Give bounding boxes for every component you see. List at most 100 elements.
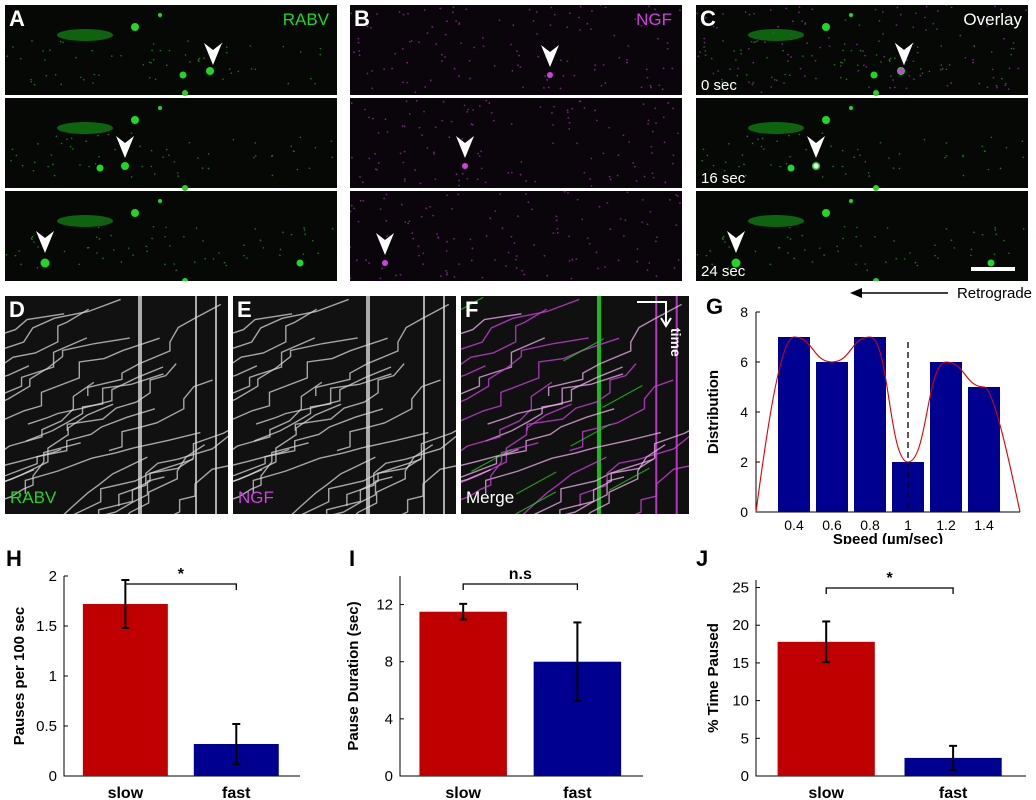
background-speck <box>655 240 657 243</box>
background-speck <box>733 50 735 52</box>
background-speck <box>973 231 975 234</box>
background-speck <box>941 68 944 70</box>
particle-track <box>127 444 206 514</box>
background-speck <box>566 26 569 29</box>
background-speck <box>895 24 898 27</box>
background-speck <box>30 78 32 81</box>
background-speck <box>751 83 754 86</box>
background-speck <box>568 121 571 124</box>
background-speck <box>363 108 366 111</box>
colocalized-particle <box>813 163 819 169</box>
background-speck <box>532 20 535 22</box>
background-speck <box>881 11 884 13</box>
background-speck <box>626 59 628 61</box>
background-speck <box>450 120 453 123</box>
background-speck <box>350 210 352 213</box>
scale-corner <box>637 301 667 324</box>
particle-track <box>401 465 456 514</box>
background-speck <box>893 86 896 89</box>
background-speck <box>69 145 72 148</box>
background-speck <box>518 54 521 57</box>
background-speck <box>864 263 867 265</box>
background-speck <box>287 82 290 85</box>
background-speck <box>934 244 936 246</box>
background-speck <box>672 154 675 157</box>
background-speck <box>418 126 421 129</box>
background-speck <box>811 261 814 263</box>
background-speck <box>290 145 293 148</box>
background-speck <box>627 44 630 47</box>
background-speck <box>647 119 650 122</box>
background-speck <box>520 161 523 163</box>
background-speck <box>515 258 517 261</box>
particle-track <box>487 366 623 425</box>
background-speck <box>634 18 636 21</box>
background-speck <box>598 205 601 208</box>
background-speck <box>855 263 857 266</box>
background-speck <box>664 181 667 184</box>
stationary-track <box>443 296 445 514</box>
background-speck <box>756 39 759 42</box>
background-speck <box>993 253 996 255</box>
particle-track <box>97 429 228 514</box>
background-speck <box>750 40 753 43</box>
background-speck <box>626 61 628 64</box>
background-speck <box>403 178 406 181</box>
rabv-particle <box>40 258 50 268</box>
background-speck <box>465 8 468 11</box>
background-speck <box>1012 47 1015 50</box>
background-speck <box>814 59 817 62</box>
background-speck <box>97 226 100 229</box>
background-speck <box>543 254 546 257</box>
axon-cluster <box>57 215 113 227</box>
background-speck <box>779 165 782 168</box>
background-speck <box>586 22 589 25</box>
background-speck <box>381 267 383 270</box>
panel-letter-e: E <box>237 297 252 322</box>
significance-bracket <box>124 583 237 590</box>
background-speck <box>304 233 306 235</box>
background-speck <box>888 59 891 61</box>
background-speck <box>885 261 887 263</box>
background-speck <box>141 165 143 168</box>
background-speck <box>654 107 657 110</box>
background-speck <box>237 70 240 73</box>
background-speck <box>996 86 998 89</box>
background-speck <box>314 82 316 85</box>
background-speck <box>448 136 451 139</box>
background-speck <box>675 194 678 196</box>
background-speck <box>358 54 361 57</box>
background-speck <box>878 20 881 22</box>
background-speck <box>722 235 725 238</box>
background-speck <box>722 40 724 42</box>
background-speck <box>1005 82 1007 85</box>
background-speck <box>950 239 953 242</box>
background-speck <box>383 68 386 71</box>
background-speck <box>151 49 153 52</box>
background-speck <box>1008 67 1011 70</box>
background-speck <box>30 237 33 239</box>
particle-track <box>461 308 547 365</box>
background-speck <box>379 277 382 280</box>
axon-cluster <box>748 29 804 41</box>
background-speck <box>368 116 371 119</box>
background-speck <box>197 157 199 159</box>
y-tick-label: 4 <box>385 711 393 728</box>
background-speck <box>290 233 293 236</box>
background-speck <box>662 116 665 119</box>
background-speck <box>696 254 699 256</box>
background-speck <box>460 42 463 45</box>
background-speck <box>724 161 727 164</box>
background-speck <box>511 69 514 72</box>
background-speck <box>604 6 607 9</box>
background-speck <box>651 172 654 175</box>
micrograph-panel-c: C Overlay 0 sec 16 sec 24 sec <box>696 5 1028 281</box>
background-speck <box>641 198 644 201</box>
background-speck <box>353 207 355 210</box>
background-speck <box>744 174 747 177</box>
background-speck <box>995 233 997 235</box>
background-speck <box>553 13 556 16</box>
background-speck <box>782 49 784 52</box>
background-speck <box>230 72 233 74</box>
particle-track <box>547 303 682 397</box>
